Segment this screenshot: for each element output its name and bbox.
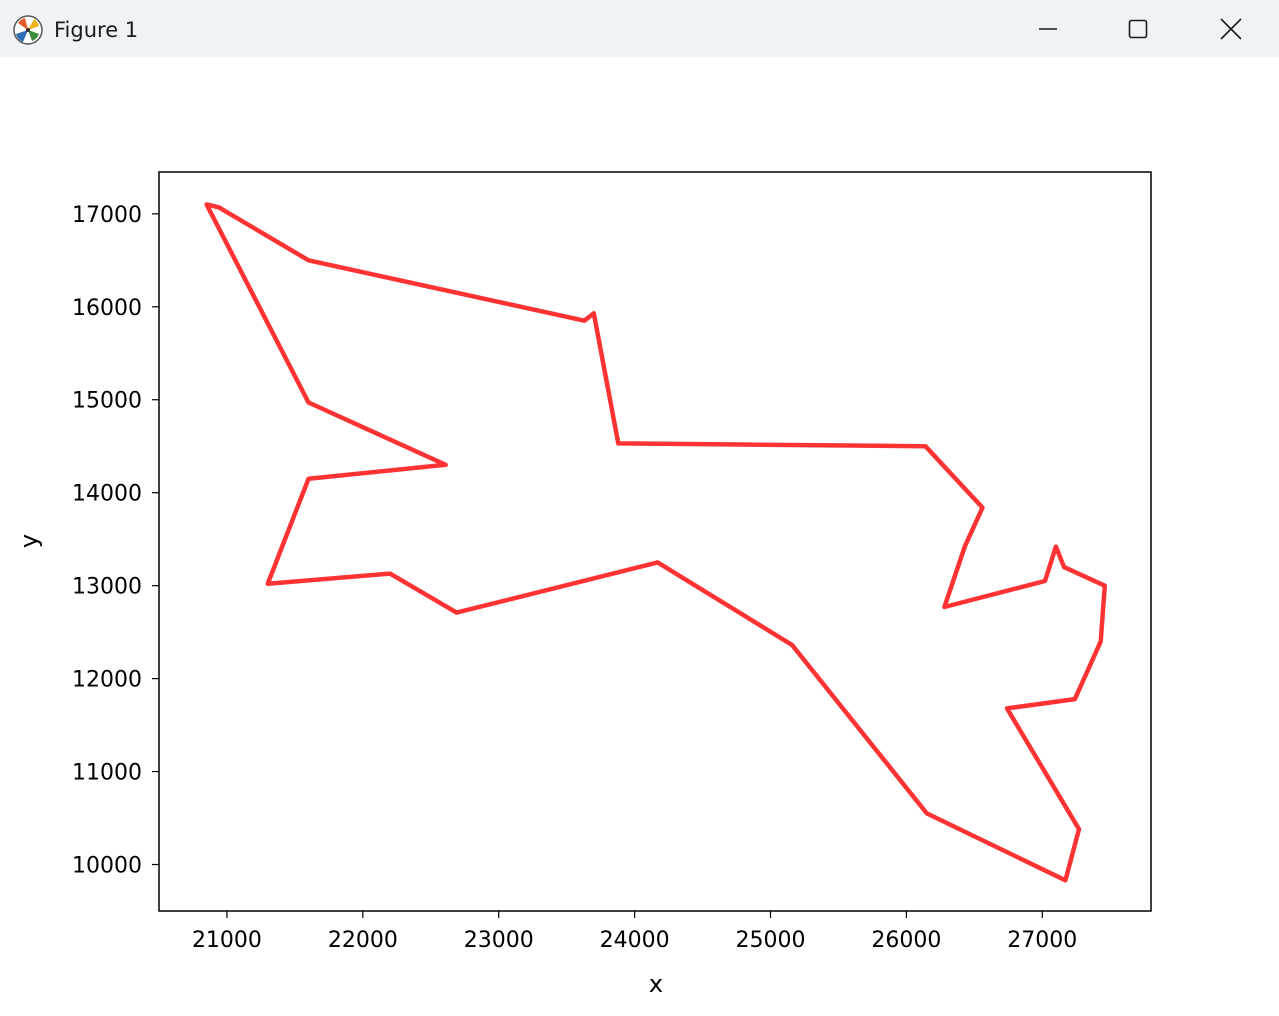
- line-chart: 21000 22000 23000 24000 25000 26000 27000 1000…: [15, 171, 1152, 998]
- axes-frame: [158, 171, 1152, 912]
- matplotlib-icon: [13, 15, 43, 45]
- series-layer: [204, 202, 1108, 883]
- y-tick-label: 13000: [72, 575, 142, 600]
- y-tick-label: 11000: [72, 761, 142, 786]
- x-tick-label: 23000: [464, 928, 534, 953]
- x-axis-label: x: [649, 970, 663, 998]
- plot-canvas[interactable]: 21000 22000 23000 24000 25000 26000 27000 1000…: [0, 57, 1279, 1016]
- x-tick-label: 26000: [871, 928, 941, 953]
- close-button[interactable]: [1186, 0, 1276, 57]
- y-tick-label: 10000: [72, 854, 142, 879]
- y-axis-ticks: 10000 11000 12000 13000 14000 15000 16000 17000: [72, 203, 159, 879]
- y-tick-label: 15000: [72, 389, 142, 414]
- x-axis-ticks: 21000 22000 23000 24000 25000 26000 27000: [192, 911, 1077, 953]
- x-tick-label: 21000: [192, 928, 262, 953]
- y-tick-label: 14000: [72, 482, 142, 507]
- maximize-icon: [1128, 19, 1148, 38]
- x-tick-label: 27000: [1007, 928, 1077, 953]
- x-tick-label: 25000: [736, 928, 806, 953]
- x-tick-label: 24000: [600, 928, 670, 953]
- y-axis-label: y: [15, 534, 43, 548]
- y-tick-label: 12000: [72, 668, 142, 693]
- window-title: Figure 1: [54, 18, 139, 42]
- title-bar[interactable]: Figure 1: [0, 0, 1279, 57]
- close-icon: [1220, 17, 1242, 40]
- minimize-icon: [1039, 27, 1057, 30]
- minimize-button[interactable]: [1003, 0, 1093, 57]
- y-tick-label: 17000: [72, 203, 142, 228]
- y-tick-label: 16000: [72, 296, 142, 321]
- maximize-button[interactable]: [1093, 0, 1183, 57]
- series-line: [204, 202, 1108, 883]
- x-tick-label: 22000: [328, 928, 398, 953]
